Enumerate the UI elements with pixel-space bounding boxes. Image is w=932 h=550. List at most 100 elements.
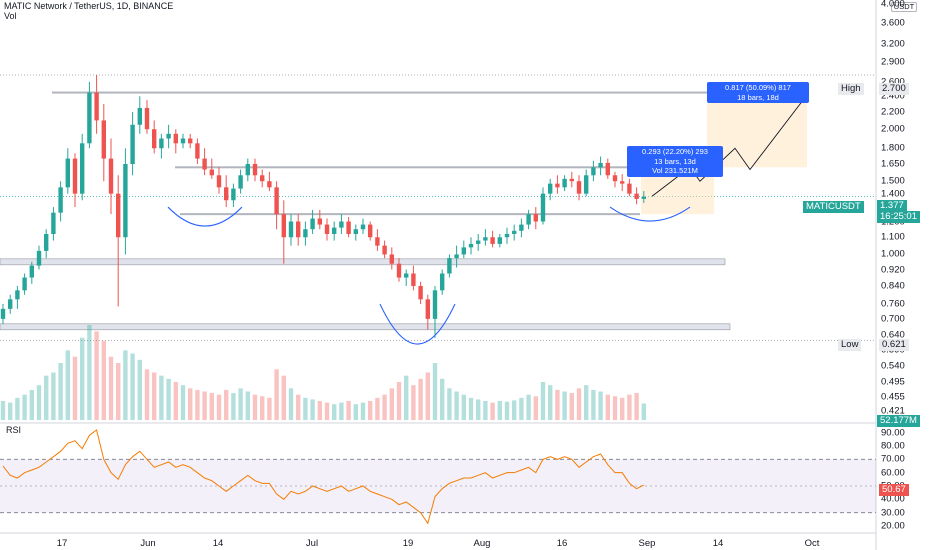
time-tick-label: Jul: [305, 538, 319, 549]
volume-bar: [346, 401, 351, 420]
candle-body: [8, 299, 13, 309]
volume-bar: [94, 331, 99, 420]
last-price-tag: 1.377: [877, 200, 907, 212]
candle-body: [519, 224, 524, 231]
candle-body: [245, 163, 250, 176]
volume-bar: [490, 402, 495, 420]
volume-bar: [389, 388, 394, 420]
candle-body: [375, 237, 380, 246]
price-tick-label: 1.650: [881, 158, 905, 170]
rsi-value-tag: 50.67: [879, 484, 909, 496]
candle-body: [447, 258, 452, 274]
volume-bar: [209, 393, 214, 420]
volume-bar: [339, 402, 344, 420]
volume-bar: [137, 359, 142, 420]
measure-box-1-line3: Vol 231.521M: [652, 166, 698, 175]
time-tick-label: Aug: [473, 538, 491, 549]
candle-body: [584, 175, 589, 194]
candle-body: [576, 181, 582, 194]
candle-body: [476, 240, 481, 244]
price-tick-label: 3.600: [881, 17, 905, 29]
volume-bar: [51, 372, 56, 420]
volume-bar: [8, 402, 13, 420]
volume-bar: [504, 401, 510, 420]
pattern-arc-1: [167, 206, 243, 227]
price-tick-label: 0.760: [881, 298, 905, 310]
candle-body: [288, 221, 294, 238]
measure-box-1[interactable]: 0.293 (22.20%) 293 13 bars, 13d Vol 231.…: [627, 146, 723, 177]
pattern-arc-3: [609, 206, 691, 222]
volume-bar: [108, 356, 114, 420]
candle-body: [238, 175, 243, 189]
volume-bar: [58, 363, 63, 420]
price-tick-label: 3.200: [881, 38, 905, 50]
volume-bar: [281, 375, 286, 420]
candle-body: [461, 247, 466, 255]
volume-bar: [591, 389, 596, 420]
volume-bar: [512, 400, 517, 420]
candle-body: [548, 183, 553, 194]
time-tick-label: Oct: [804, 538, 820, 549]
volume-bar: [44, 375, 49, 420]
candle-body: [15, 290, 20, 300]
price-tick-label: 4.000: [881, 0, 905, 10]
time-tick-label: 16: [556, 538, 568, 549]
volume-bar: [555, 389, 560, 420]
volume-bar: [296, 394, 301, 420]
candle-body: [598, 162, 603, 168]
volume-bar: [483, 401, 488, 420]
candle-body: [137, 107, 142, 125]
candle-body: [94, 92, 99, 121]
candle-body: [116, 193, 121, 238]
rsi-tick-label: 80.00: [881, 440, 905, 452]
volume-bar: [267, 397, 272, 420]
candle-body: [569, 178, 574, 182]
measure-box-1-line2: 13 bars, 13d: [654, 156, 696, 166]
price-tick-label: 0.495: [881, 376, 905, 387]
volume-bar: [425, 372, 430, 420]
low-value-tag: 0.621: [879, 339, 909, 351]
volume-bar: [130, 353, 135, 420]
volume-bar: [159, 375, 164, 420]
candle-body: [260, 175, 265, 182]
candle-body: [51, 212, 56, 234]
sr-level-4: [0, 323, 731, 331]
measure-box-2[interactable]: 0.817 (50.09%) 817 18 bars, 18d: [707, 82, 809, 103]
time-tick-label: Sep: [638, 538, 656, 549]
volume-bar: [216, 394, 222, 420]
price-tick-label: 1.400: [881, 188, 905, 200]
time-tick-label: 14: [212, 538, 224, 549]
volume-bar: [447, 388, 452, 420]
volume-bar: [173, 382, 178, 420]
candle-body: [202, 158, 207, 170]
price-tick-label: 2.200: [881, 106, 905, 118]
candle-body: [159, 138, 164, 149]
candle-body: [317, 218, 322, 225]
volume-tag: 52.177M: [877, 415, 920, 427]
candle-body: [454, 254, 459, 259]
rsi-title: RSI: [6, 425, 22, 435]
volume-bar: [548, 385, 553, 420]
candle-body: [526, 214, 531, 225]
volume-bar: [195, 389, 200, 420]
candle-body: [512, 230, 517, 234]
volume-bar: [440, 378, 445, 420]
volume-bar: [324, 402, 330, 420]
currency-badge[interactable]: USDT: [891, 2, 917, 12]
volume-bar: [202, 391, 207, 420]
volume-bar: [332, 404, 337, 420]
time-tick-label: 19: [402, 538, 414, 549]
volume-bar: [144, 369, 150, 420]
time-tick-label: 14: [712, 538, 724, 549]
candle-body: [58, 187, 63, 213]
candle-body: [281, 214, 286, 238]
candle-body: [620, 181, 625, 184]
candle-body: [332, 227, 337, 234]
candle-body: [360, 224, 366, 230]
price-tick-label: 2.400: [881, 90, 905, 102]
rsi-tick-label: 20.00: [881, 520, 905, 532]
sr-level-2: [180, 213, 640, 216]
time-tick-label: Jun: [140, 538, 156, 549]
